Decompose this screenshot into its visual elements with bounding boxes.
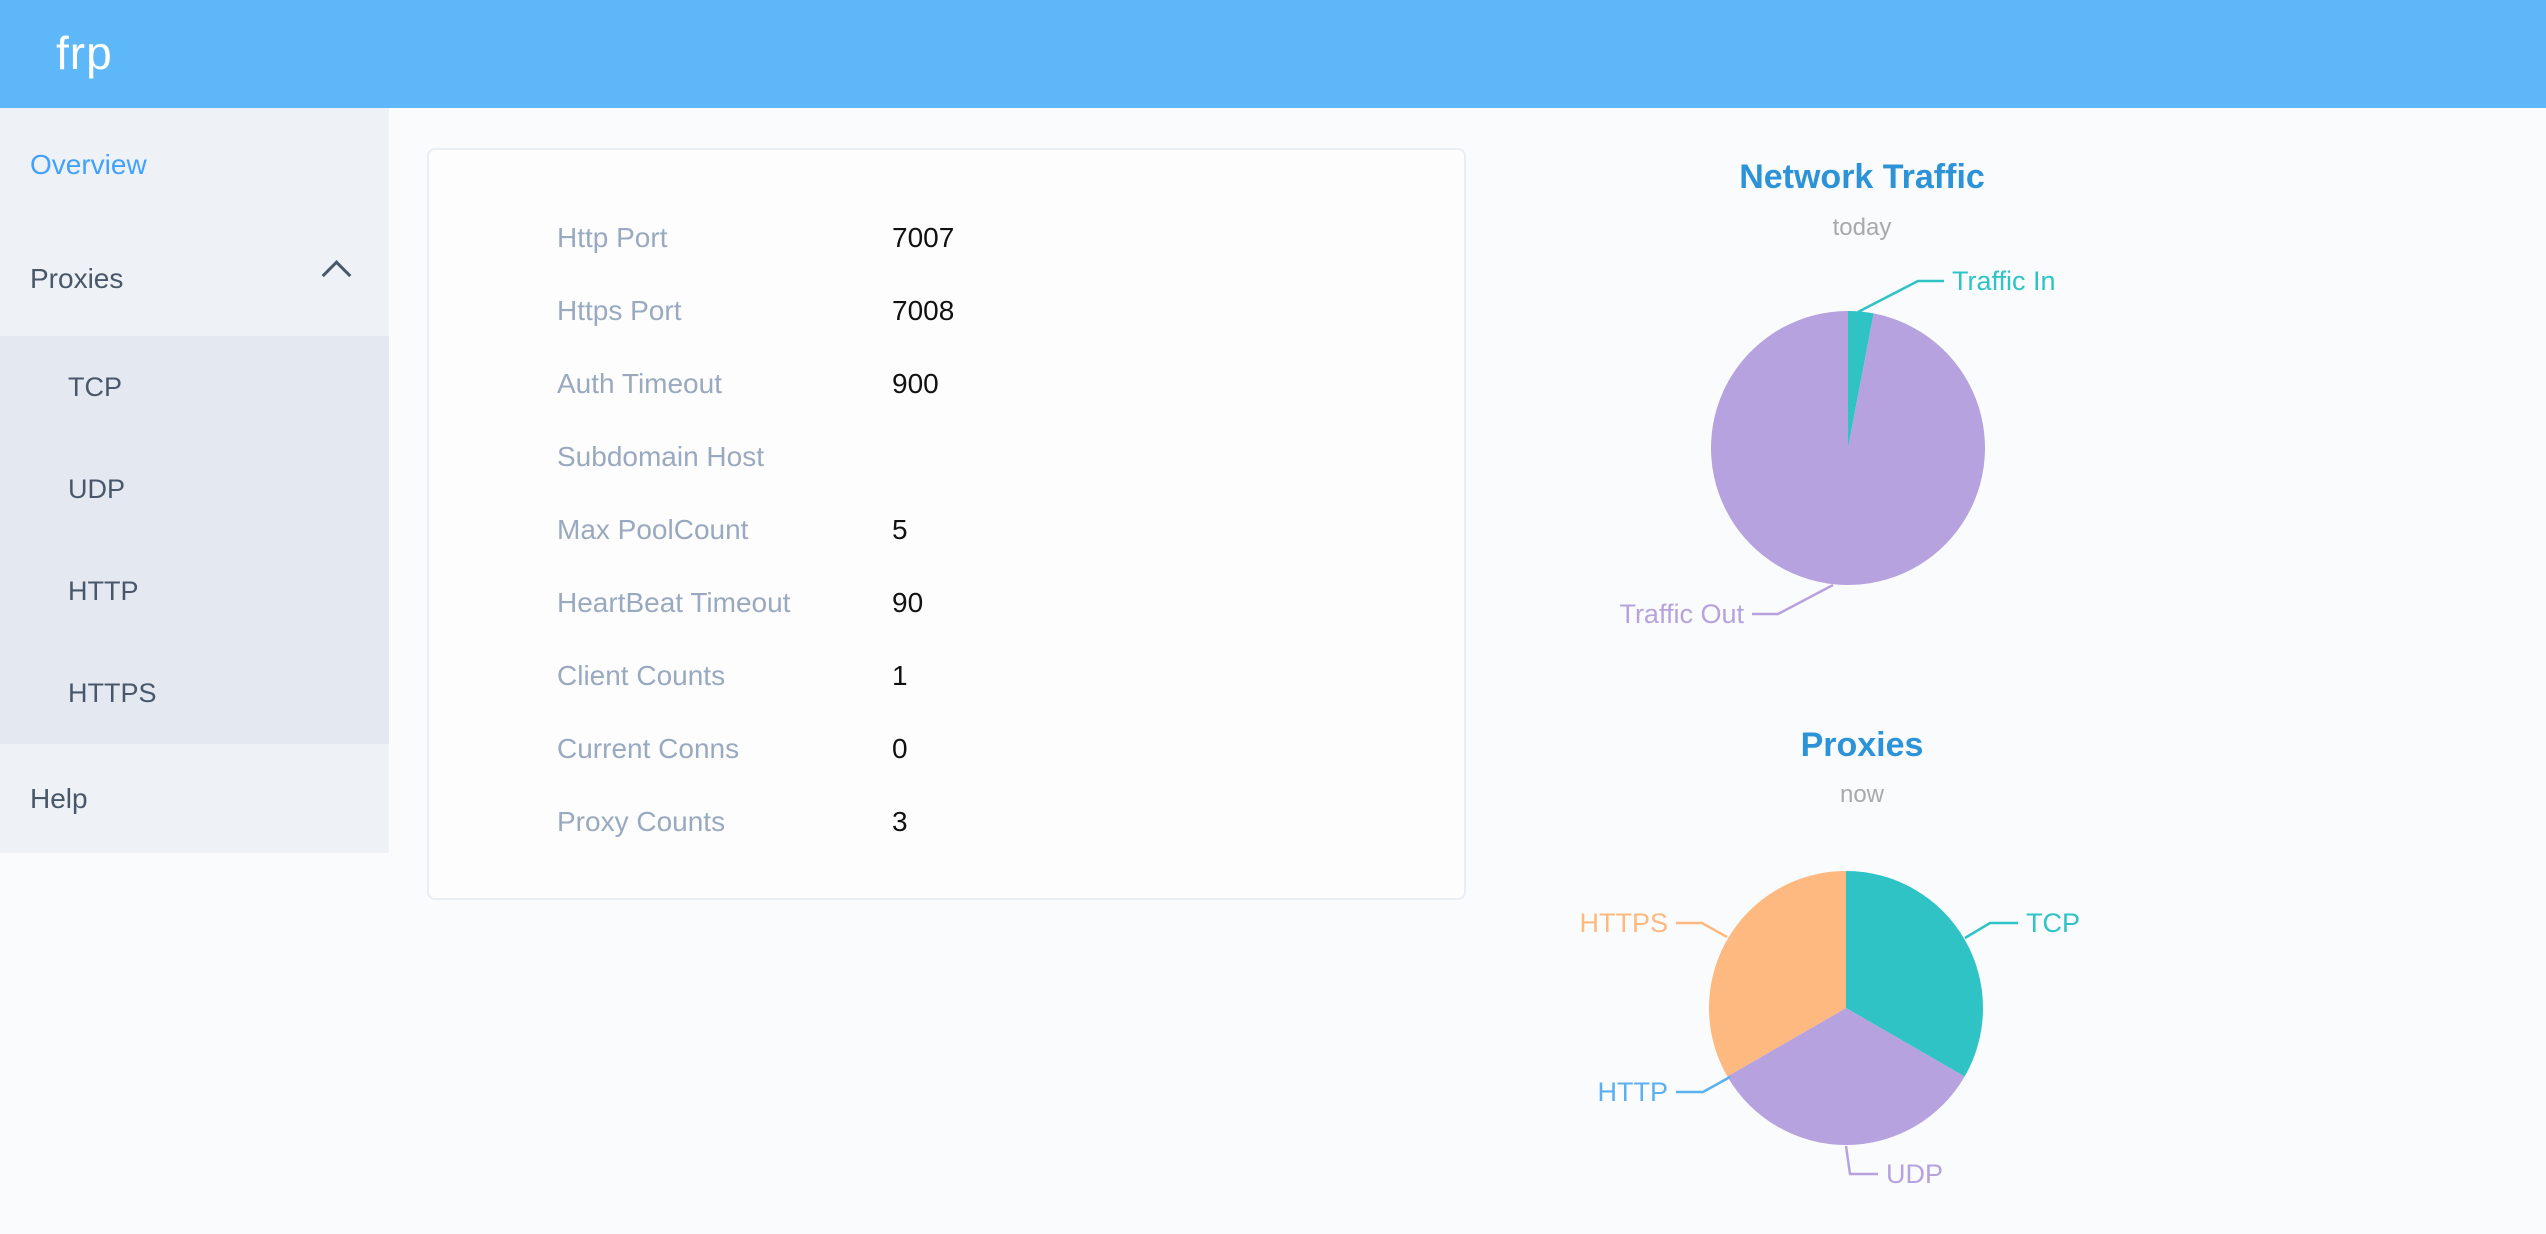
config-value: 90 <box>892 587 924 618</box>
config-label: Max PoolCount <box>557 514 749 545</box>
pie-leader-line-tcp <box>1964 921 2018 940</box>
sidebar-item-proxies-label: Proxies <box>30 263 124 294</box>
sidebar-item-udp[interactable]: UDP <box>68 474 126 504</box>
pie-leader-line-traffic-out <box>1752 583 1834 616</box>
pie-slice-traffic-out[interactable] <box>1711 311 1985 585</box>
chart-subtitle-network-traffic: today <box>1832 214 1892 241</box>
config-row-subdomain-host: Subdomain Host <box>429 420 1464 493</box>
config-value: 3 <box>892 806 908 837</box>
pie-label-traffic-out: Traffic Out <box>1619 599 1744 629</box>
config-label: HeartBeat Timeout <box>557 587 791 618</box>
chart-title-network-traffic: Network Traffic <box>1739 158 1985 196</box>
app-logo: frp <box>56 26 113 79</box>
config-value: 900 <box>892 368 939 399</box>
config-row-max-poolcount: Max PoolCount 5 <box>429 493 1464 566</box>
sidebar-item-overview[interactable]: Overview <box>30 149 147 180</box>
config-label: Current Conns <box>557 733 740 764</box>
chevron-up-icon <box>321 260 352 290</box>
config-value: 5 <box>892 514 908 545</box>
config-label: Http Port <box>557 222 668 253</box>
config-row-current-conns: Current Conns 0 <box>429 712 1464 785</box>
config-label: Subdomain Host <box>557 441 765 472</box>
config-label: Auth Timeout <box>557 368 722 399</box>
pie-leader-line-traffic-in <box>1857 279 1944 314</box>
config-row-heartbeat-timeout: HeartBeat Timeout 90 <box>429 566 1464 639</box>
pie-label-udp: UDP <box>1886 1159 1943 1189</box>
config-row-https-port: Https Port 7008 <box>429 274 1464 347</box>
sidebar-item-tcp[interactable]: TCP <box>68 372 122 402</box>
config-row-proxy-counts: Proxy Counts 3 <box>429 785 1464 858</box>
config-value: 7008 <box>892 295 955 326</box>
pie-leader-line-http <box>1676 1075 1731 1094</box>
sidebar: Overview Proxies TCP UDP HTTP HTTPS Help <box>0 108 389 853</box>
config-row-client-counts: Client Counts 1 <box>429 639 1464 712</box>
sidebar-item-proxies[interactable]: Proxies <box>0 222 389 336</box>
config-row-http-port: Http Port 7007 <box>429 201 1464 274</box>
pie-leader-line-https <box>1676 921 1728 939</box>
server-config-card: Http Port 7007 Https Port 7008 Auth Time… <box>427 148 1466 900</box>
app-header: frp <box>0 0 2546 108</box>
pie-label-https: HTTPS <box>1579 908 1668 938</box>
pie-label-traffic-in: Traffic In <box>1952 266 2056 296</box>
config-value: 0 <box>892 733 908 764</box>
pie-label-http: HTTP <box>1598 1077 1669 1107</box>
config-label: Https Port <box>557 295 682 326</box>
sidebar-item-help[interactable]: Help <box>30 783 88 814</box>
config-value: 7007 <box>892 222 955 253</box>
pie-slice-tcp[interactable] <box>1846 871 1984 1077</box>
sidebar-submenu-proxies: TCP UDP HTTP HTTPS <box>0 336 389 744</box>
config-label: Client Counts <box>557 660 726 691</box>
chart-title-proxies: Proxies <box>1800 726 1924 764</box>
pie-leader-line-udp <box>1844 1145 1878 1176</box>
config-row-auth-timeout: Auth Timeout 900 <box>429 347 1464 420</box>
pie-label-tcp: TCP <box>2026 908 2080 938</box>
chart-subtitle-proxies: now <box>1839 781 1885 808</box>
pie-slice-https[interactable] <box>1708 871 1846 1077</box>
sidebar-item-https[interactable]: HTTPS <box>68 678 157 708</box>
pie-slice-traffic-in[interactable] <box>1848 311 1874 448</box>
config-label: Proxy Counts <box>557 806 726 837</box>
sidebar-item-http[interactable]: HTTP <box>68 576 139 606</box>
config-value: 1 <box>892 660 908 691</box>
